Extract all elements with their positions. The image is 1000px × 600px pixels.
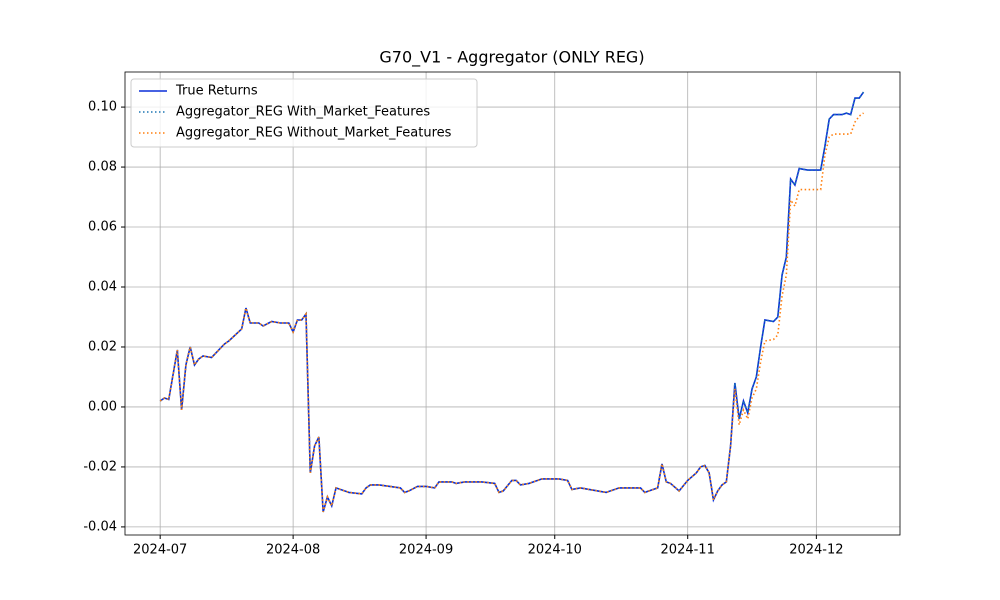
y-tick-label: -0.02 [83,459,117,474]
plot-frame [124,71,901,536]
legend-label: Aggregator_REG With_Market_Features [176,105,430,120]
x-tick-label: 2024-10 [528,543,582,558]
chart-title: G70_V1 - Aggregator (ONLY REG) [379,48,644,68]
x-tick-label: 2024-11 [661,543,715,558]
y-tick-label: -0.04 [83,519,117,534]
legend-label: Aggregator_REG Without_Market_Features [176,126,452,141]
legend: True Returns Aggregator_REG With_Market_F… [130,78,478,148]
x-tick-label: 2024-09 [399,543,453,558]
x-tick-label: 2024-08 [266,543,320,558]
legend-label: True Returns [175,84,258,99]
y-tick-label: 0.06 [88,220,117,235]
y-tick-label: 0.10 [88,100,117,115]
series-line [159,112,864,513]
series-line [159,91,865,513]
y-tick-label: 0.04 [88,280,117,295]
y-tick-label: 0.08 [88,160,117,175]
x-tick-label: 2024-07 [133,543,187,558]
x-tick-label: 2024-12 [789,543,843,558]
y-tick-label: 0.00 [88,399,117,414]
y-tick-label: 0.02 [88,339,117,354]
legend-box [130,78,478,148]
series-line [159,91,865,513]
